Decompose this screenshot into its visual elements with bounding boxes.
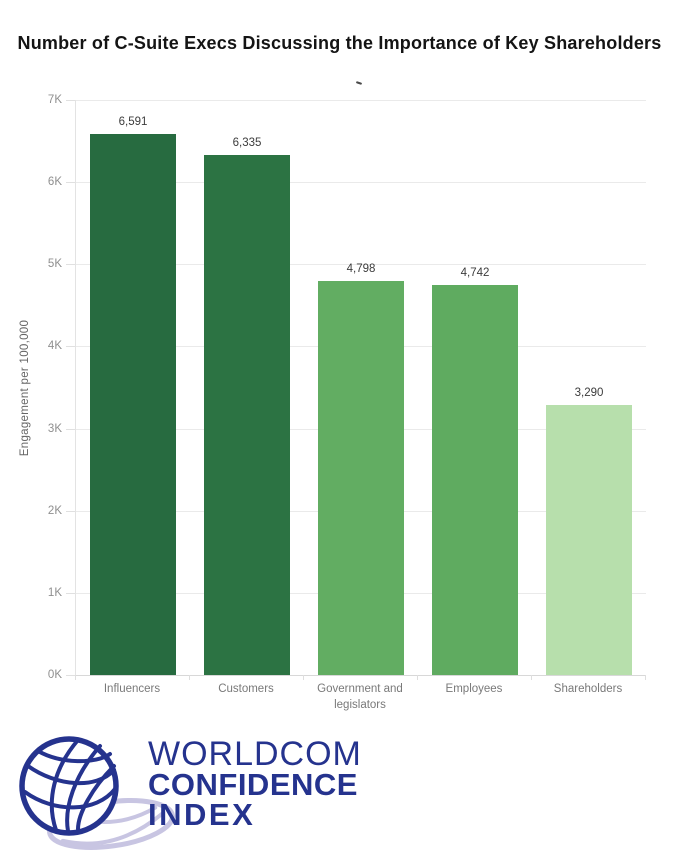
gridline-5K	[76, 264, 646, 266]
x-boundary-tick	[417, 675, 418, 680]
worldcom-confidence-index-logo: WORLDCOM CONFIDENCE INDEX	[16, 726, 406, 860]
y-tick-mark-1K	[66, 592, 75, 594]
logo-index-text: INDEX	[148, 797, 256, 832]
x-axis-labels: Influencers Customers Government and legis…	[75, 675, 646, 723]
bar-value-label: 3,290	[574, 386, 604, 399]
y-axis-labels: 0K 1K 2K 3K 4K 5K 6K 7K	[0, 94, 62, 681]
bar-influencers[interactable]	[90, 133, 176, 675]
gridline-7K	[76, 100, 646, 101]
bar-government-and-legislators[interactable]	[318, 280, 404, 675]
y-tick-mark-5K	[66, 264, 75, 266]
logo-text: WORLDCOM CONFIDENCE INDEX	[148, 735, 362, 832]
x-boundary-tick	[75, 675, 76, 680]
gridline-6K	[76, 182, 646, 184]
plot-area: 6,591 6,335 4,798 4,742 3,290	[75, 100, 646, 676]
x-category-label: Government and legislators	[317, 683, 403, 711]
logo-confidence-text: CONFIDENCE	[148, 767, 358, 802]
y-tick-label-5K: 5K	[47, 258, 62, 271]
x-boundary-tick	[189, 675, 190, 680]
x-category-label: Shareholders	[553, 683, 623, 695]
y-tick-mark-0K	[66, 675, 75, 676]
y-tick-label-3K: 3K	[47, 422, 62, 435]
bar-employees[interactable]	[432, 285, 518, 675]
y-tick-label-6K: 6K	[47, 176, 62, 189]
bar-shareholders[interactable]	[546, 404, 632, 675]
x-axis-baseline	[76, 675, 646, 676]
cropped-text-artifact	[355, 81, 363, 85]
y-axis-tickmarks	[66, 100, 75, 676]
y-tick-mark-4K	[66, 346, 75, 348]
y-tick-label-7K: 7K	[47, 94, 62, 106]
x-boundary-tick	[531, 675, 532, 680]
x-category-label: Customers	[218, 683, 274, 695]
bar-value-label: 6,335	[232, 136, 262, 149]
logo-worldcom-text: WORLDCOM	[148, 735, 362, 773]
globe-wireframe-icon	[19, 736, 175, 850]
x-boundary-tick	[303, 675, 304, 680]
x-category-label: Employees	[445, 683, 503, 695]
y-tick-mark-6K	[66, 182, 75, 184]
y-tick-label-1K: 1K	[47, 586, 62, 599]
y-tick-label-0K: 0K	[47, 669, 62, 681]
y-tick-label-4K: 4K	[47, 340, 62, 353]
x-category-label: Influencers	[103, 683, 161, 695]
bar-value-label: 6,591	[118, 115, 148, 128]
y-tick-mark-3K	[66, 428, 75, 430]
y-tick-label-2K: 2K	[47, 504, 62, 517]
x-boundary-tick	[645, 675, 646, 680]
y-tick-mark-2K	[66, 510, 75, 512]
y-tick-mark-7K	[66, 100, 75, 101]
bar-value-label: 4,742	[460, 267, 490, 280]
bar-customers[interactable]	[204, 154, 290, 675]
bar-value-label: 4,798	[346, 262, 376, 275]
chart-title: Number of C-Suite Execs Discussing the I…	[17, 33, 662, 53]
